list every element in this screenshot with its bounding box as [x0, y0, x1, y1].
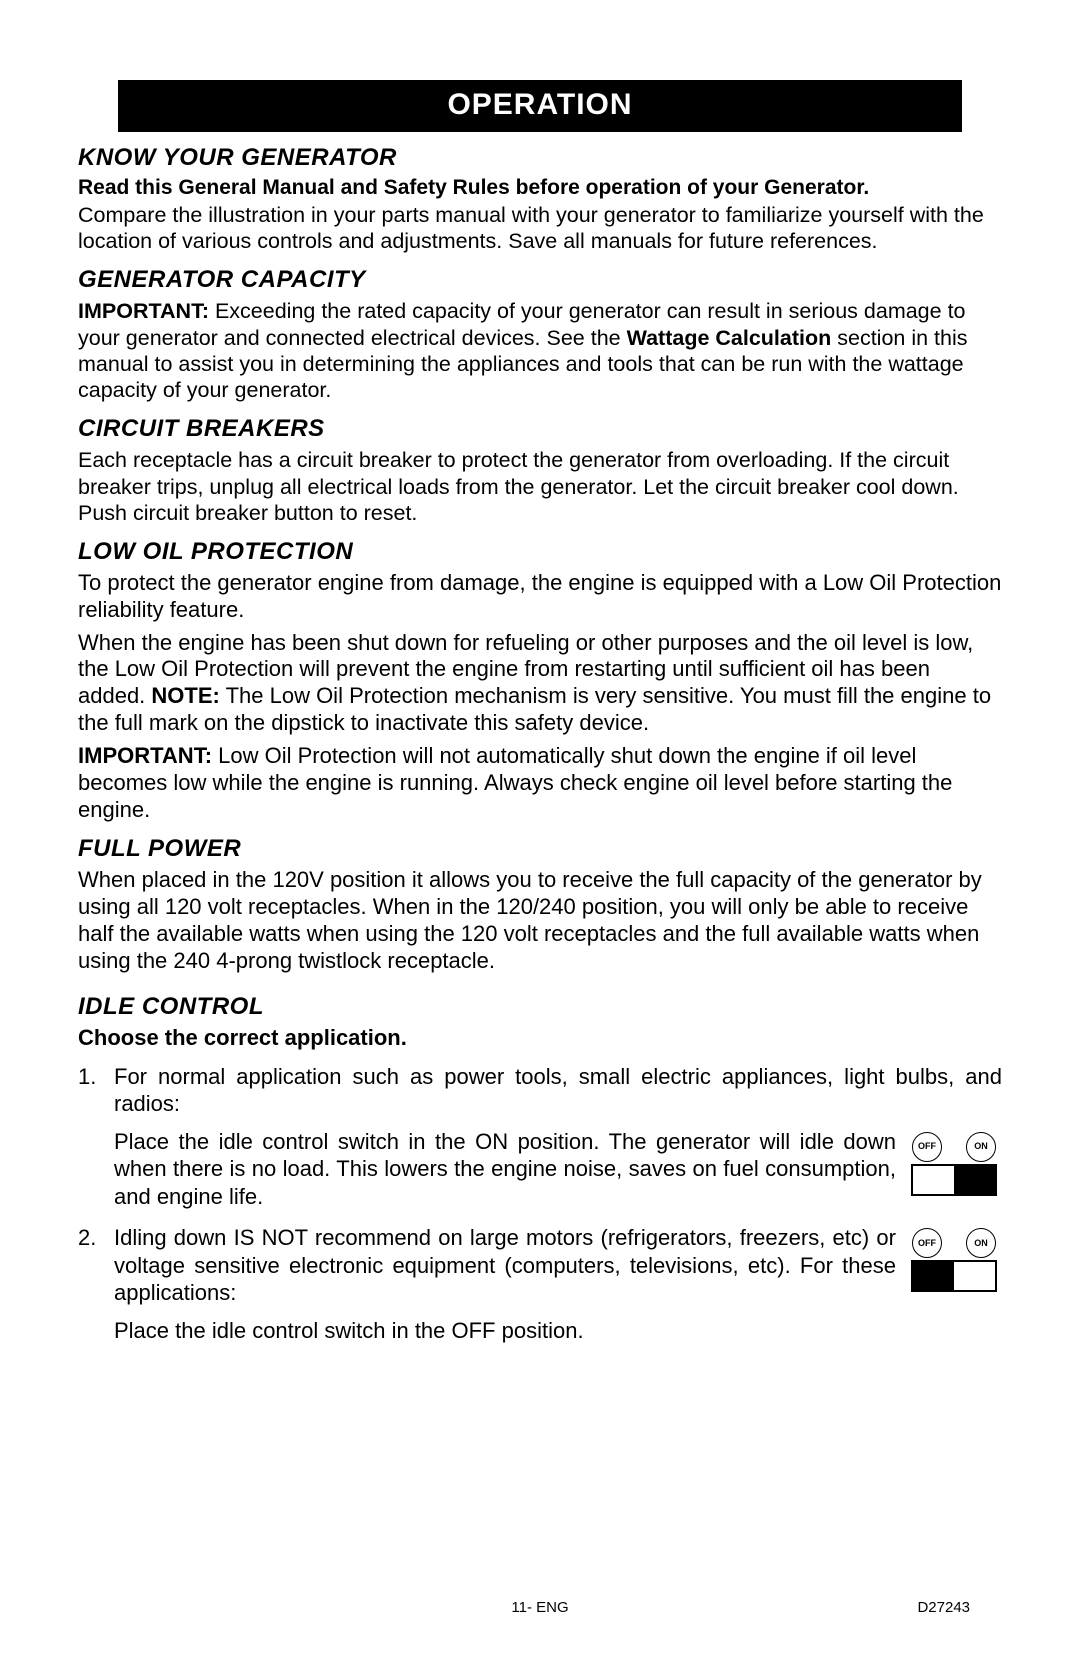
list-number-2: 2.	[78, 1224, 114, 1344]
switch-on-label: ON	[966, 1228, 996, 1258]
full-power-paragraph: When placed in the 120V position it allo…	[78, 867, 1002, 974]
li1-instruction: Place the idle control switch in the ON …	[114, 1128, 896, 1211]
heading-low-oil-protection: LOW OIL PROTECTION	[78, 538, 1002, 566]
footer-page-number: 11- ENG	[511, 1599, 568, 1616]
choose-correct-application: Choose the correct application.	[78, 1025, 1002, 1051]
low-oil-p2: When the engine has been shut down for r…	[78, 630, 1002, 737]
idle-control-list: 1. For normal application such as power …	[78, 1063, 1002, 1345]
list-item: 1. For normal application such as power …	[78, 1063, 1002, 1211]
li2-intro: Idling down IS NOT recommend on large mo…	[114, 1224, 896, 1307]
switch-off-side	[913, 1166, 954, 1194]
switch-on-label: ON	[966, 1132, 996, 1162]
heading-circuit-breakers: CIRCUIT BREAKERS	[78, 415, 1002, 443]
heading-generator-capacity: GENERATOR CAPACITY	[78, 266, 1002, 294]
switch-on-side	[954, 1262, 995, 1290]
manual-page: OPERATION KNOW YOUR GENERATOR Read this …	[0, 0, 1080, 1669]
heading-know-your-generator: KNOW YOUR GENERATOR	[78, 144, 1002, 172]
switch-body-on	[911, 1164, 997, 1196]
low-oil-p3: IMPORTANT: Low Oil Protection will not a…	[78, 743, 1002, 823]
heading-full-power: FULL POWER	[78, 835, 1002, 863]
important-label-2: IMPORTANT:	[78, 743, 212, 768]
li2-instruction: Place the idle control switch in the OFF…	[114, 1317, 1002, 1345]
note-label: NOTE:	[151, 683, 219, 708]
idle-switch-on-figure: OFF ON	[906, 1128, 1002, 1196]
low-oil-p1: To protect the generator engine from dam…	[78, 570, 1002, 624]
switch-off-label: OFF	[912, 1228, 942, 1258]
switch-off-side-active	[913, 1262, 954, 1290]
generator-capacity-paragraph: IMPORTANT: Exceeding the rated capacity …	[78, 298, 1002, 403]
switch-on-side-active	[954, 1166, 995, 1194]
section-banner: OPERATION	[118, 80, 962, 132]
footer-doc-id: D27243	[917, 1599, 970, 1616]
heading-idle-control: IDLE CONTROL	[78, 993, 1002, 1021]
list-item: 2. Idling down IS NOT recommend on large…	[78, 1224, 1002, 1344]
important-label: IMPORTANT:	[78, 299, 209, 323]
idle-switch-off-figure: OFF ON	[906, 1224, 1002, 1292]
switch-off-label: OFF	[912, 1132, 942, 1162]
list-number-1: 1.	[78, 1063, 114, 1211]
wattage-calculation-bold: Wattage Calculation	[627, 326, 832, 350]
know-your-generator-paragraph: Compare the illustration in your parts m…	[78, 202, 1002, 254]
li1-intro: For normal application such as power too…	[114, 1063, 1002, 1118]
circuit-breakers-paragraph: Each receptacle has a circuit breaker to…	[78, 447, 1002, 526]
safety-bold-line: Read this General Manual and Safety Rule…	[78, 176, 1002, 200]
switch-body-off	[911, 1260, 997, 1292]
